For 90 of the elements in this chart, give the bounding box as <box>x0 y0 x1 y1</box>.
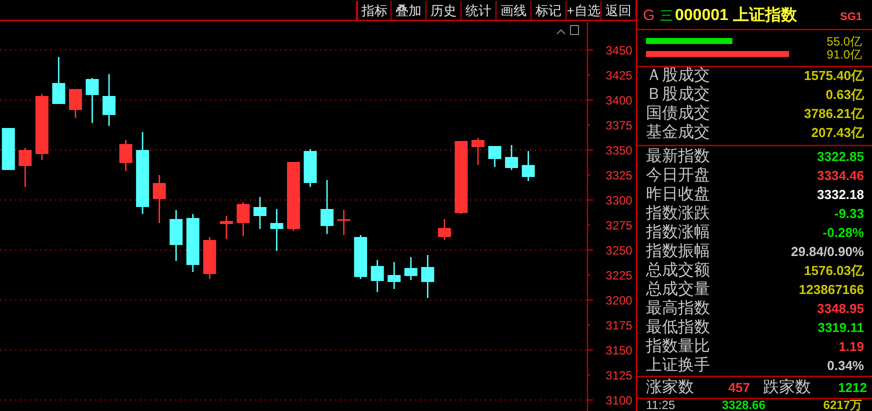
text: 123867166 <box>798 282 864 297</box>
candlestick <box>220 215 233 240</box>
text: 画线 <box>500 3 526 18</box>
text: +自选 <box>566 3 600 18</box>
text: 历史 <box>430 3 456 18</box>
text: Ａ股成交 <box>646 66 710 84</box>
text: Ｂ股成交 <box>646 85 710 103</box>
candlestick <box>438 218 451 241</box>
text: -9.33 <box>834 206 864 221</box>
y-tick-label: 3200 <box>606 294 633 308</box>
y-tick-label: 3425 <box>606 68 633 82</box>
text: 3786.21亿 <box>804 106 865 121</box>
y-tick-label: 3175 <box>606 318 633 332</box>
candlestick <box>488 145 502 168</box>
text: 标记 <box>534 3 562 18</box>
text: 涨家数 <box>646 378 694 396</box>
text: SG1 <box>840 11 862 23</box>
text: 指数振幅 <box>645 242 710 260</box>
text: 最高指数 <box>646 299 710 317</box>
candlestick <box>86 77 99 124</box>
candlestick <box>52 56 66 105</box>
candlestick <box>421 254 434 299</box>
text: 0.63亿 <box>826 87 865 102</box>
text: G <box>643 7 655 24</box>
y-tick-label: 3125 <box>606 368 633 382</box>
text: 000001 上证指数 <box>675 6 798 24</box>
text: 国债成交 <box>646 104 710 122</box>
candlestick <box>471 137 484 166</box>
y-tick-label: 3375 <box>606 118 633 132</box>
text: 今日开盘 <box>646 167 710 184</box>
data-label: 91.0亿 <box>826 48 862 62</box>
y-tick-label: 3450 <box>606 44 633 58</box>
text: 叠加 <box>396 3 422 18</box>
text: 返回 <box>606 3 632 18</box>
text: 指数涨幅 <box>645 223 710 241</box>
candlestick <box>236 201 250 237</box>
text: 跌家数 <box>763 378 811 396</box>
text: 3334.46 <box>817 168 864 183</box>
text: 最新指数 <box>646 147 710 165</box>
text: 总成交额 <box>645 261 710 279</box>
text: -0.28% <box>822 225 864 240</box>
candlestick <box>388 261 401 290</box>
candlestick <box>337 209 350 236</box>
candlestick <box>270 208 284 252</box>
candlestick <box>18 147 32 188</box>
text: 昨日收盘 <box>646 186 710 203</box>
y-tick-label: 3100 <box>606 394 633 408</box>
text: 3348.95 <box>817 301 864 316</box>
candlestick <box>370 259 384 293</box>
text: 3328.66 <box>722 398 766 411</box>
text: 0.34% <box>827 358 864 373</box>
text: 6217万 <box>823 398 862 411</box>
text: 最低指数 <box>646 318 710 336</box>
candlestick <box>404 256 418 281</box>
candlestick <box>102 73 116 127</box>
text: 指数量比 <box>645 337 710 355</box>
text: 上证换手 <box>646 356 710 374</box>
candlestick <box>152 174 166 224</box>
text: 总成交量 <box>645 280 710 298</box>
text: 11:25 <box>646 398 676 411</box>
candlestick <box>253 196 266 230</box>
text: 三 <box>660 8 673 23</box>
candlestick <box>505 144 518 171</box>
y-tick-label: 3275 <box>606 218 633 232</box>
text: 统计 <box>466 3 492 18</box>
text: 1.19 <box>838 339 864 354</box>
text: 457 <box>728 380 750 395</box>
candlestick <box>320 179 334 235</box>
text: 基金成交 <box>646 123 710 141</box>
candlestick <box>119 139 132 172</box>
text: 29.84/0.90% <box>790 244 864 259</box>
text: 1212 <box>838 380 867 395</box>
candlestick <box>522 150 535 182</box>
y-tick-label: 3225 <box>606 268 633 282</box>
text: 3319.11 <box>818 320 864 335</box>
text: 3332.18 <box>817 187 864 202</box>
y-tick-label: 3250 <box>606 244 633 258</box>
y-tick-label: 3350 <box>606 144 633 158</box>
y-tick-label: 3325 <box>606 168 633 182</box>
y-tick-label: 3400 <box>606 94 633 108</box>
y-tick-label: 3150 <box>606 344 633 358</box>
candlestick <box>68 88 82 119</box>
text: 指数涨跌 <box>645 204 710 222</box>
text: 3322.85 <box>817 149 864 164</box>
text: 指标 <box>360 3 388 18</box>
data-label: 55.0亿 <box>826 34 862 48</box>
text: 207.43亿 <box>811 125 865 140</box>
text: 1575.40亿 <box>804 68 865 83</box>
text: 1576.03亿 <box>804 263 865 278</box>
y-tick-label: 3300 <box>606 194 633 208</box>
